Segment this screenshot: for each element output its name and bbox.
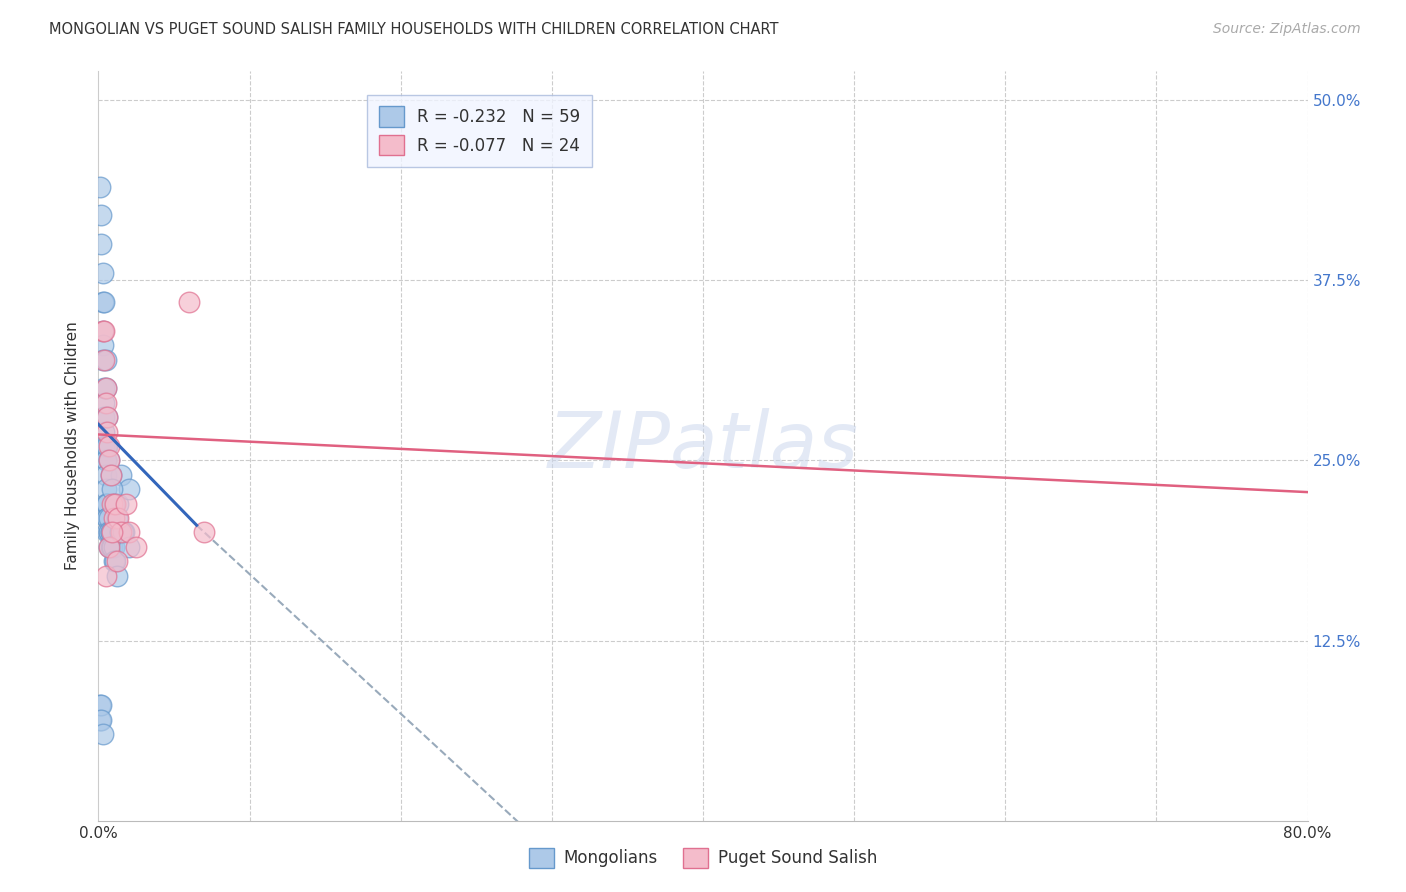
Point bbox=[125, 540, 148, 554]
Point bbox=[110, 525, 132, 540]
Point bbox=[96, 511, 118, 525]
Point bbox=[96, 439, 118, 453]
Point bbox=[105, 511, 128, 525]
Point bbox=[100, 525, 122, 540]
Point bbox=[179, 294, 201, 309]
Point bbox=[93, 381, 115, 395]
Point bbox=[94, 381, 117, 395]
Point bbox=[98, 540, 121, 554]
Point bbox=[100, 525, 122, 540]
Point bbox=[96, 410, 118, 425]
Point bbox=[96, 511, 118, 525]
Point bbox=[100, 540, 122, 554]
Point bbox=[98, 453, 121, 467]
Point bbox=[114, 497, 136, 511]
Point bbox=[93, 439, 115, 453]
Point bbox=[103, 554, 125, 568]
Point bbox=[96, 497, 118, 511]
Point bbox=[93, 324, 115, 338]
Text: Source: ZipAtlas.com: Source: ZipAtlas.com bbox=[1213, 22, 1361, 37]
Point bbox=[107, 511, 129, 525]
Point bbox=[98, 511, 121, 525]
Point bbox=[94, 453, 117, 467]
Text: MONGOLIAN VS PUGET SOUND SALISH FAMILY HOUSEHOLDS WITH CHILDREN CORRELATION CHAR: MONGOLIAN VS PUGET SOUND SALISH FAMILY H… bbox=[49, 22, 779, 37]
Point bbox=[94, 453, 117, 467]
Point bbox=[108, 525, 131, 540]
Point bbox=[101, 525, 124, 540]
Point bbox=[91, 324, 114, 338]
Point bbox=[105, 568, 128, 582]
Point bbox=[94, 439, 117, 453]
Point bbox=[89, 698, 111, 713]
Point bbox=[91, 266, 114, 280]
Point bbox=[112, 525, 135, 540]
Point bbox=[118, 525, 141, 540]
Point bbox=[103, 511, 125, 525]
Point bbox=[98, 525, 121, 540]
Point bbox=[93, 294, 115, 309]
Point bbox=[101, 497, 124, 511]
Point bbox=[94, 352, 117, 367]
Point bbox=[193, 525, 215, 540]
Point bbox=[118, 482, 141, 496]
Point bbox=[94, 381, 117, 395]
Point bbox=[100, 467, 122, 482]
Legend: Mongolians, Puget Sound Salish: Mongolians, Puget Sound Salish bbox=[522, 841, 884, 875]
Point bbox=[118, 540, 141, 554]
Point bbox=[96, 410, 118, 425]
Point bbox=[94, 497, 117, 511]
Point bbox=[91, 727, 114, 741]
Point bbox=[93, 425, 115, 439]
Point bbox=[104, 497, 127, 511]
Point bbox=[93, 396, 115, 410]
Text: ZIPatlas: ZIPatlas bbox=[547, 408, 859, 484]
Point bbox=[98, 525, 121, 540]
Point bbox=[105, 554, 128, 568]
Point bbox=[98, 540, 121, 554]
Point bbox=[98, 453, 121, 467]
Point bbox=[101, 540, 124, 554]
Point bbox=[91, 338, 114, 352]
Point bbox=[101, 482, 124, 496]
Point bbox=[96, 497, 118, 511]
Point bbox=[110, 467, 132, 482]
Point bbox=[90, 209, 112, 223]
Point bbox=[90, 713, 112, 727]
Point bbox=[93, 352, 115, 367]
Point bbox=[89, 713, 111, 727]
Y-axis label: Family Households with Children: Family Households with Children bbox=[65, 322, 80, 570]
Point bbox=[101, 540, 124, 554]
Point bbox=[103, 540, 125, 554]
Point bbox=[107, 497, 129, 511]
Point bbox=[91, 352, 114, 367]
Point bbox=[91, 294, 114, 309]
Point bbox=[98, 439, 121, 453]
Point bbox=[100, 467, 122, 482]
Point bbox=[89, 179, 111, 194]
Point bbox=[90, 237, 112, 252]
Point bbox=[103, 497, 125, 511]
Point bbox=[96, 525, 118, 540]
Point bbox=[90, 698, 112, 713]
Point bbox=[94, 482, 117, 496]
Point bbox=[96, 425, 118, 439]
Point bbox=[111, 525, 134, 540]
Point bbox=[93, 410, 115, 425]
Point bbox=[94, 568, 117, 582]
Legend: R = -0.232   N = 59, R = -0.077   N = 24: R = -0.232 N = 59, R = -0.077 N = 24 bbox=[367, 95, 592, 167]
Point bbox=[91, 324, 114, 338]
Point bbox=[94, 467, 117, 482]
Point bbox=[104, 554, 127, 568]
Point bbox=[94, 396, 117, 410]
